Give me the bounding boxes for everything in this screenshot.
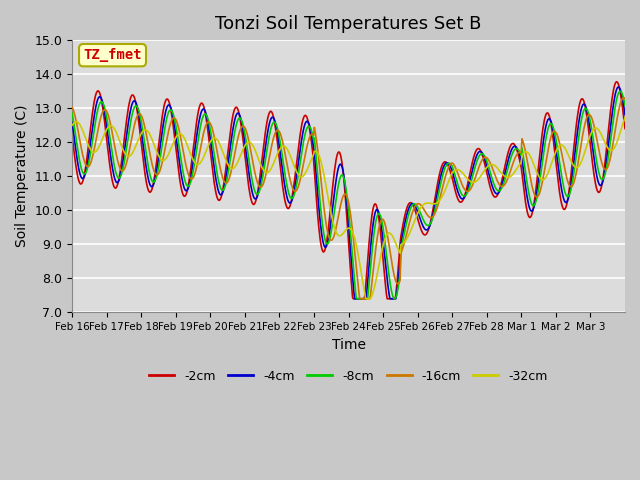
-8cm	[437, 179, 445, 184]
-8cm	[133, 104, 141, 109]
-32cm	[283, 146, 291, 152]
Line: -8cm: -8cm	[72, 91, 625, 299]
-2cm	[283, 204, 291, 210]
-32cm	[235, 157, 243, 163]
-8cm	[68, 111, 76, 117]
-16cm	[620, 95, 627, 101]
-2cm	[621, 126, 629, 132]
-4cm	[283, 194, 291, 200]
-32cm	[437, 195, 445, 201]
-4cm	[614, 84, 622, 90]
-8cm	[406, 206, 414, 212]
Title: Tonzi Soil Temperatures Set B: Tonzi Soil Temperatures Set B	[216, 15, 482, 33]
-32cm	[133, 140, 141, 146]
-2cm	[235, 109, 243, 115]
-16cm	[356, 296, 364, 301]
-16cm	[406, 217, 414, 223]
Legend: -2cm, -4cm, -8cm, -16cm, -32cm: -2cm, -4cm, -8cm, -16cm, -32cm	[145, 365, 553, 388]
X-axis label: Time: Time	[332, 337, 365, 352]
-4cm	[406, 203, 414, 208]
-4cm	[262, 140, 270, 145]
-32cm	[621, 115, 629, 120]
-8cm	[616, 88, 624, 94]
-2cm	[262, 125, 270, 131]
-4cm	[235, 110, 243, 116]
-4cm	[133, 103, 141, 109]
-16cm	[437, 190, 445, 196]
Text: TZ_fmet: TZ_fmet	[83, 48, 142, 62]
-16cm	[68, 105, 76, 110]
-8cm	[235, 116, 243, 121]
-2cm	[133, 107, 141, 113]
-16cm	[621, 96, 629, 101]
Line: -4cm: -4cm	[72, 87, 625, 299]
-2cm	[406, 200, 414, 205]
-16cm	[235, 132, 243, 138]
-8cm	[283, 183, 291, 189]
-4cm	[68, 120, 76, 125]
-32cm	[406, 229, 414, 235]
-8cm	[621, 102, 629, 108]
-4cm	[621, 112, 629, 118]
-32cm	[68, 122, 76, 128]
-2cm	[437, 165, 445, 171]
-32cm	[262, 170, 270, 176]
-16cm	[262, 171, 270, 177]
-2cm	[68, 132, 76, 138]
-16cm	[283, 161, 291, 167]
Y-axis label: Soil Temperature (C): Soil Temperature (C)	[15, 105, 29, 248]
Line: -16cm: -16cm	[72, 98, 625, 299]
-2cm	[349, 296, 357, 301]
-32cm	[362, 296, 370, 301]
-8cm	[262, 153, 270, 158]
-4cm	[351, 296, 358, 301]
-8cm	[353, 296, 361, 301]
-4cm	[437, 172, 445, 178]
-16cm	[133, 114, 141, 120]
-2cm	[612, 79, 620, 84]
Line: -2cm: -2cm	[72, 82, 625, 299]
Line: -32cm: -32cm	[72, 118, 625, 299]
